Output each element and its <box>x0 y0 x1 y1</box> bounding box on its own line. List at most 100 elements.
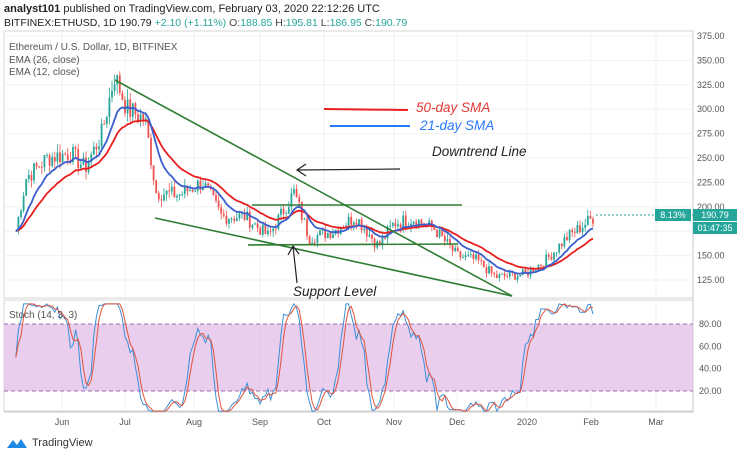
candle-body <box>178 194 181 196</box>
candle-body <box>417 219 420 227</box>
candle-body <box>508 271 511 277</box>
candle-body <box>584 224 587 228</box>
candle-body <box>170 186 173 192</box>
candle-body <box>139 114 142 122</box>
stoch-tick-label: 80.00 <box>699 319 722 329</box>
time-tick-label: Jun <box>55 417 70 427</box>
last-price: 190.79 <box>119 17 152 29</box>
candle-body <box>108 97 111 118</box>
candle-body <box>514 273 516 280</box>
candle-body <box>568 230 571 241</box>
downtrend-arrow <box>296 168 401 171</box>
chart-title: Ethereum / U.S. Dollar, 1D, BITFINEX <box>9 42 178 53</box>
candle-body <box>579 224 581 233</box>
candle-body <box>410 223 412 226</box>
candle-body <box>298 197 301 202</box>
price-tick-label: 350.00 <box>697 55 725 65</box>
candle-body <box>267 230 269 235</box>
candle-body <box>475 254 477 260</box>
candle-body <box>451 245 454 251</box>
candle-body <box>274 228 277 230</box>
candle-body <box>87 162 90 172</box>
candle-body <box>79 164 82 169</box>
candle-body <box>251 224 254 228</box>
ema-lines <box>15 105 594 275</box>
candle-body <box>111 90 113 98</box>
candle-body <box>105 117 108 125</box>
candle-body <box>74 147 77 150</box>
candle-body <box>454 247 457 251</box>
candle-body <box>189 190 191 192</box>
candle-body <box>503 273 506 277</box>
open-value: 188.85 <box>240 17 273 29</box>
ema12-legend: EMA (12, close) <box>9 67 80 78</box>
candle-body <box>98 146 100 150</box>
candle-body <box>35 163 38 167</box>
candle-body <box>542 265 545 268</box>
candle-body <box>316 235 319 243</box>
time-tick-label: Aug <box>186 417 202 427</box>
candle-body <box>459 251 462 258</box>
candle-body <box>194 190 197 192</box>
candle-body <box>33 163 35 181</box>
candle-body <box>256 223 259 228</box>
candle-body <box>56 152 59 162</box>
downtrend-arrowhead <box>295 163 307 177</box>
candle-body <box>472 254 475 260</box>
candle-body <box>589 215 592 219</box>
candle-body <box>30 175 33 181</box>
support-line <box>247 243 459 246</box>
candle-body <box>293 189 295 194</box>
candle-body <box>355 222 358 225</box>
candle-body <box>329 232 332 239</box>
candle-body <box>248 211 251 228</box>
footer-brand[interactable]: TradingView <box>32 437 93 449</box>
candle-body <box>441 229 444 236</box>
candle-body <box>51 156 54 166</box>
candle-body <box>477 254 480 261</box>
candle-body <box>553 252 555 260</box>
candle-body <box>391 223 394 226</box>
candle-body <box>147 118 150 138</box>
candle-body <box>59 152 61 163</box>
candle-body <box>207 183 210 187</box>
candle-body <box>144 118 147 121</box>
candle-body <box>100 123 103 147</box>
publisher-name[interactable]: analyst101 <box>4 3 61 15</box>
candle-body <box>464 255 467 258</box>
candle-body <box>321 229 324 231</box>
price-tick-label: 150.00 <box>697 251 725 261</box>
publish-header: analyst101 published on TradingView.com,… <box>4 3 380 15</box>
candle-body <box>313 242 316 244</box>
candle-body <box>176 195 178 198</box>
candle-body <box>306 218 308 237</box>
candle-body <box>183 186 186 195</box>
candle-body <box>196 180 199 191</box>
candle-body <box>66 154 69 161</box>
candle-body <box>571 230 574 233</box>
low-value: 186.95 <box>329 17 362 29</box>
candle-body <box>235 218 238 221</box>
candle-body <box>199 180 202 190</box>
candle-body <box>420 219 423 224</box>
percent-tag: 8.13% <box>655 209 691 221</box>
candle-body <box>462 257 464 258</box>
candle-body <box>228 219 230 224</box>
time-tick-label: Jul <box>119 417 131 427</box>
candle-body <box>46 155 48 157</box>
candle-body <box>495 274 498 279</box>
countdown-tag: 01:47:35 <box>693 222 737 234</box>
sma21-label: 21-day SMA <box>419 118 494 133</box>
candle-body <box>280 208 282 215</box>
time-tick-label: Nov <box>386 417 403 427</box>
candle-body <box>72 147 74 163</box>
high-value: 195.81 <box>285 17 318 29</box>
candle-body <box>64 153 67 155</box>
candle-body <box>399 224 402 228</box>
candle-body <box>27 175 30 180</box>
candle-body <box>501 273 503 275</box>
candle-body <box>173 186 176 198</box>
ohlc-header: BITFINEX:ETHUSD, 1D 190.79 +2.10 (+1.11%… <box>4 17 407 29</box>
candle-body <box>61 153 64 163</box>
